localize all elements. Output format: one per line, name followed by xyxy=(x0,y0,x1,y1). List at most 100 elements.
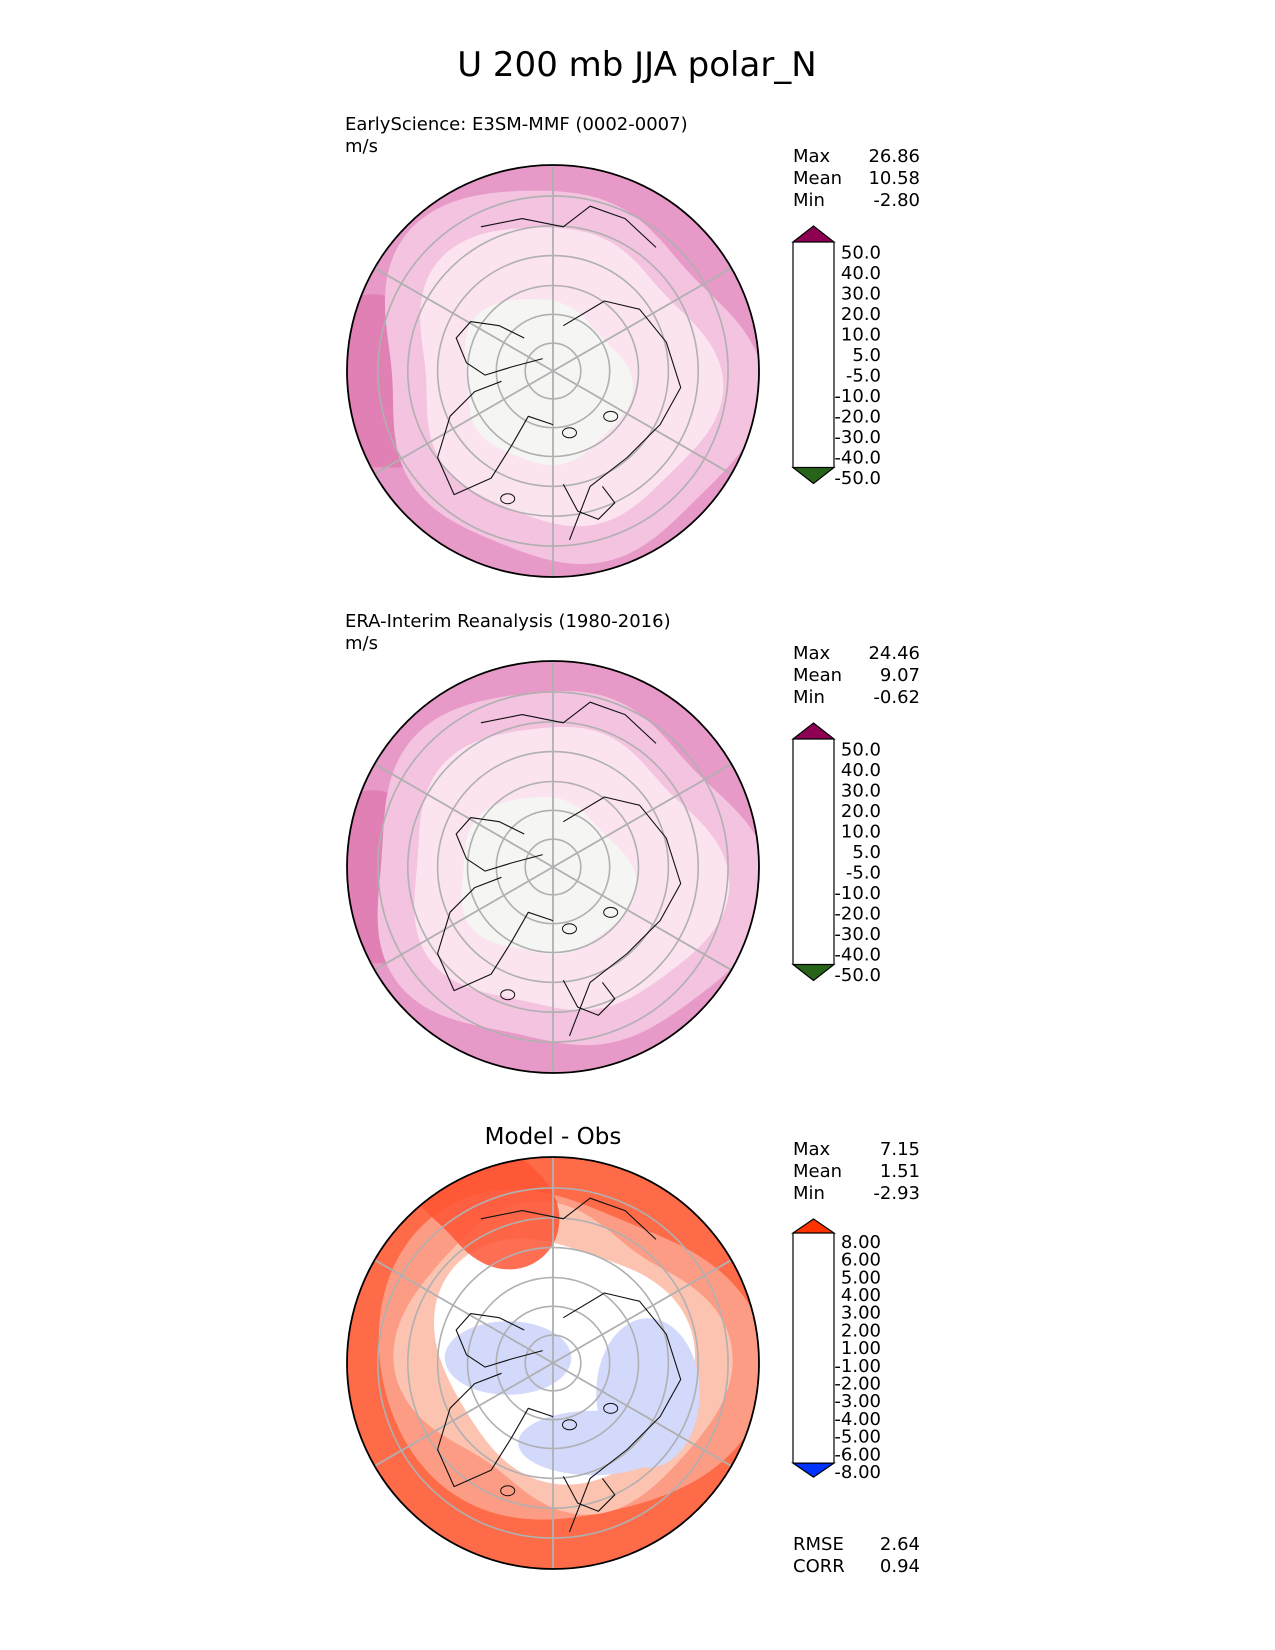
coastline xyxy=(561,923,577,935)
stat-label: Mean xyxy=(793,168,842,189)
stat-value: -0.62 xyxy=(873,687,920,708)
map-boundary xyxy=(346,660,760,1074)
colorbar-tick-label: -50.0 xyxy=(834,468,881,489)
colorbar-tick-label: -40.0 xyxy=(834,447,881,468)
coastline xyxy=(603,410,619,422)
colorbar-tick-label: -4.00 xyxy=(834,1409,881,1430)
stat-label: Max xyxy=(793,146,831,167)
stats-block: Max 7.15 Mean 1.51 Min -2.93 xyxy=(793,1139,920,1204)
colorbar-tick-label: -3.00 xyxy=(834,1391,881,1412)
colorbar-tick-label: -20.0 xyxy=(834,406,881,427)
panel-title: Model - Obs xyxy=(485,1124,622,1150)
coastline xyxy=(437,1372,554,1488)
panel-title: EarlyScience: E3SM-MMF (0002-0007) xyxy=(345,114,688,135)
coastline xyxy=(437,876,554,992)
colorbar-tick-label: 4.00 xyxy=(841,1285,881,1306)
colorbar-tick-label: 5.00 xyxy=(841,1267,881,1288)
colorbar-extend-bottom xyxy=(791,963,836,982)
colorbar-outline xyxy=(792,242,835,468)
coastline xyxy=(455,321,543,376)
colorbar-tick-label: -5.0 xyxy=(846,862,881,883)
colorbar-tick-label: -20.0 xyxy=(834,903,881,924)
stats-block: Max 26.86 Mean 10.58 Min -2.80 xyxy=(793,146,920,211)
polar-map xyxy=(347,165,759,577)
coastline xyxy=(500,493,516,505)
colorbar-tick-label: 30.0 xyxy=(841,780,881,801)
colorbar-tick-label: 3.00 xyxy=(841,1303,881,1324)
stat-label: Min xyxy=(793,190,825,211)
colorbar-extend-bottom xyxy=(791,1462,836,1478)
colorbar-tick-label: -1.00 xyxy=(834,1356,881,1377)
panel-units: m/s xyxy=(345,633,378,654)
stat-value: 1.51 xyxy=(880,1161,920,1182)
graticule xyxy=(374,165,732,577)
panel-units: m/s xyxy=(345,136,378,157)
colorbar-tick-label: -40.0 xyxy=(834,944,881,965)
coastline xyxy=(561,427,577,439)
coastline xyxy=(437,380,554,496)
coastline xyxy=(455,1313,543,1368)
colorbar-tick-label: 50.0 xyxy=(841,739,881,760)
coastlines xyxy=(437,701,682,1037)
colorbar-extend-top xyxy=(791,1218,836,1234)
colorbar-tick-label: 20.0 xyxy=(841,801,881,822)
polar-map xyxy=(347,1157,759,1569)
stat-value: 2.64 xyxy=(880,1534,920,1555)
coastlines xyxy=(437,205,682,541)
field-level xyxy=(464,299,634,466)
stat-value: 7.15 xyxy=(880,1139,920,1160)
colorbar-outline xyxy=(792,1233,835,1464)
coastline xyxy=(562,980,616,1016)
stat-label: Min xyxy=(793,1183,825,1204)
colorbar-tick-label: -30.0 xyxy=(834,427,881,448)
stat-value: 10.58 xyxy=(868,168,920,189)
colorbar-tick-label: 50.0 xyxy=(841,242,881,263)
stat-label: RMSE xyxy=(793,1534,844,1555)
stat-label: CORR xyxy=(793,1556,845,1577)
colorbar-tick-label: -5.0 xyxy=(846,365,881,386)
stat-value: -2.93 xyxy=(873,1183,920,1204)
colorbar-tick-label: 10.0 xyxy=(841,821,881,842)
coastline xyxy=(563,796,682,1037)
coastline xyxy=(455,817,543,872)
colorbar: 50.040.030.020.010.05.0-5.0-10.0-20.0-30… xyxy=(791,722,881,986)
colorbar-tick-label: 1.00 xyxy=(841,1338,881,1359)
map-boundary xyxy=(346,1156,760,1570)
stat-label: Mean xyxy=(793,665,842,686)
coastline xyxy=(603,1402,619,1414)
coastlines xyxy=(437,1197,682,1533)
coastline xyxy=(563,300,682,541)
colorbar-tick-label: 40.0 xyxy=(841,263,881,284)
coastline xyxy=(500,1485,516,1497)
panel-model: EarlyScience: E3SM-MMF (0002-0007) m/s M… xyxy=(345,114,920,578)
stat-label: Max xyxy=(793,643,831,664)
colorbar-tick-label: 30.0 xyxy=(841,283,881,304)
figure-title: U 200 mb JJA polar_N xyxy=(457,45,817,85)
colorbar-tick-label: 20.0 xyxy=(841,304,881,325)
field-negative-blob xyxy=(620,1352,676,1434)
graticule xyxy=(374,1157,732,1569)
colorbar-tick-label: -6.00 xyxy=(834,1444,881,1465)
stat-label: Min xyxy=(793,687,825,708)
colorbar-tick-label: 8.00 xyxy=(841,1232,881,1253)
meridian-line xyxy=(374,1259,732,1467)
colorbar-extend-bottom xyxy=(791,466,836,485)
colorbar-tick-label: 10.0 xyxy=(841,324,881,345)
colorbar-tick-label: 2.00 xyxy=(841,1320,881,1341)
colorbar-tick-label: 5.0 xyxy=(852,842,881,863)
coastline xyxy=(480,1197,657,1240)
colorbar-tick-label: -5.00 xyxy=(834,1427,881,1448)
panel-obs: ERA-Interim Reanalysis (1980-2016) m/s M… xyxy=(345,611,920,1074)
colorbar-tick-label: -30.0 xyxy=(834,924,881,945)
panel-title: ERA-Interim Reanalysis (1980-2016) xyxy=(345,611,671,632)
colorbar-tick-label: 6.00 xyxy=(841,1250,881,1271)
coastline xyxy=(480,205,657,248)
stat-value: 9.07 xyxy=(880,665,920,686)
coastline xyxy=(563,1292,682,1533)
stat-label: Max xyxy=(793,1139,831,1160)
colorbar-tick-label: 40.0 xyxy=(841,760,881,781)
field-negative-blob xyxy=(552,1425,634,1461)
error-stats-block: RMSE 2.64 CORR 0.94 xyxy=(793,1534,920,1577)
stat-value: 0.94 xyxy=(880,1556,920,1577)
